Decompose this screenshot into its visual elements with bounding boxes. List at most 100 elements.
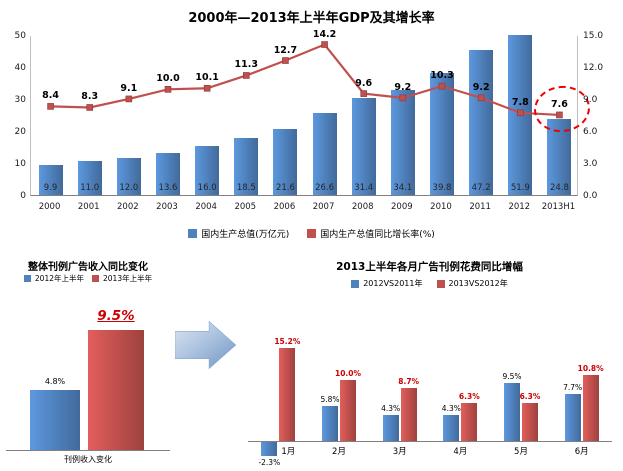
monthly-category-label: 2月	[332, 447, 346, 457]
gdp-bar-value: 21.6	[275, 183, 295, 193]
gdp-right-axis-tick: 6.0	[583, 126, 598, 137]
gdp-bar-value: 13.6	[158, 183, 178, 193]
monthly-bar-value: 7.7%	[563, 383, 583, 393]
gdp-x-axis-label: 2012	[508, 202, 531, 212]
monthly-bar-2012vs2011	[504, 383, 520, 441]
gdp-line-marker	[86, 104, 94, 111]
gdp-growth-value: 8.3	[81, 91, 99, 103]
gdp-bar: 34.1	[390, 90, 415, 195]
legend-swatch-red	[92, 275, 99, 282]
gdp-bar-value: 34.1	[393, 183, 413, 193]
monthly-bar-value: 9.5%	[502, 372, 522, 382]
monthly-category-label: 5月	[514, 447, 528, 457]
gdp-bar: 31.4	[351, 98, 376, 195]
monthly-legend: 2012VS2011年 2013VS2012年	[236, 278, 623, 289]
gdp-growth-value: 10.0	[156, 73, 180, 85]
monthly-bar-2012vs2011	[261, 442, 278, 457]
gdp-x-axis-label: 2009	[391, 202, 413, 212]
gdp-growth-polyline	[50, 43, 560, 117]
gdp-line-marker	[125, 95, 133, 103]
gdp-bar-value: 12.0	[119, 183, 139, 193]
gdp-right-axis-tick: 0.0	[583, 190, 598, 201]
revenue-plot-area: 4.8% 9.5%	[8, 291, 168, 451]
gdp-plot-area: 9.9 11.0 12.0 13.6 16.0 18.5 21.6 26.6 31.4 34.1 3…	[30, 29, 578, 196]
gdp-growth-value: 9.1	[120, 82, 138, 94]
revenue-bar-value-2013: 9.5%	[97, 308, 135, 325]
gdp-line-marker	[360, 90, 368, 97]
revenue-chart-title: 整体刊例广告收入同比变化	[28, 262, 148, 273]
right-arrow-shape	[174, 320, 237, 370]
revenue-legend-label-2012: 2012年上半年	[34, 274, 84, 283]
revenue-legend-item-2012: 2012年上半年	[23, 273, 84, 284]
monthly-bar-2013vs2012	[400, 387, 417, 441]
gdp-x-axis-label: 2013H1	[541, 202, 576, 212]
revenue-legend: 2012年上半年 2013年上半年	[2, 273, 174, 284]
gdp-right-axis-tick: 9.0	[583, 94, 598, 105]
gdp-right-axis-tick: 15.0	[583, 30, 604, 41]
gdp-growth-value: 7.8	[511, 96, 529, 108]
gdp-growth-value: 12.7	[273, 44, 298, 56]
gdp-chart: 2000年—2013年上半年GDP及其增长率 9.9 11.0 12.0 13.6 16…	[14, 11, 604, 240]
monthly-bar-value: 15.2%	[274, 337, 301, 347]
gdp-x-axis-label: 2006	[273, 202, 296, 212]
gdp-bar-value: 18.5	[236, 183, 256, 193]
monthly-category-label: 1月	[281, 447, 296, 457]
gdp-left-axis-tick: 40	[14, 62, 26, 73]
gdp-line-marker	[47, 103, 54, 110]
legend-swatch-red	[307, 229, 317, 238]
gdp-legend-item-line: 国内生产总值同比增长率(%)	[307, 227, 435, 240]
gdp-left-axis-tick: 30	[14, 94, 26, 105]
monthly-bar-2013vs2012	[522, 402, 538, 441]
gdp-right-axis-tick: 3.0	[583, 158, 598, 169]
gdp-x-axis-label: 2010	[430, 202, 452, 212]
monthly-legend-label-2013vs2012: 2013VS2012年	[448, 279, 508, 288]
gdp-bar: 39.8	[430, 72, 454, 195]
monthly-chart: 2013上半年各月广告刊例花费同比增幅 2012VS2011年 2013VS20…	[236, 257, 623, 471]
revenue-category-label: 刊例收入变化	[64, 455, 112, 464]
gdp-right-axis-tick: 12.0	[583, 62, 604, 73]
gdp-bar: 11.0	[77, 161, 102, 195]
gdp-growth-value: 9.6	[355, 77, 373, 89]
revenue-bar-2012	[30, 389, 80, 450]
gdp-x-axis-label: 2001	[77, 202, 100, 212]
gdp-bar-value: 24.8	[549, 183, 569, 193]
gdp-growth-value: 9.2	[394, 81, 412, 93]
gdp-legend-item-bars: 国内生产总值(万亿元)	[188, 227, 289, 240]
monthly-legend-item-2013vs2012: 2013VS2012年	[436, 278, 508, 289]
gdp-x-axis-label: 2007	[312, 202, 335, 212]
gdp-bar: 51.9	[508, 35, 533, 195]
gdp-line-marker	[399, 94, 407, 102]
monthly-category-label: 3月	[392, 447, 407, 457]
gdp-line-marker	[282, 57, 289, 64]
gdp-bar: 13.6	[156, 153, 180, 195]
monthly-bar-value: -2.3%	[258, 458, 281, 468]
gdp-bar-value: 11.0	[80, 183, 100, 193]
gdp-line-marker	[242, 72, 250, 79]
monthly-bar-value: 4.3%	[381, 403, 401, 413]
gdp-growth-value: 10.1	[195, 72, 219, 84]
gdp-growth-value: 7.6	[551, 98, 568, 110]
gdp-legend-label-line: 国内生产总值同比增长率(%)	[320, 230, 435, 240]
monthly-bar-2013vs2012	[279, 348, 296, 441]
revenue-bar-2013	[88, 330, 144, 450]
monthly-plot-area: 1月 -2.3% 15.2% 2月 5.8% 10.0% 3月 4.3% 8.7% 4月 4.3% 6…	[248, 303, 612, 469]
gdp-growth-value: 10.3	[430, 70, 454, 82]
transition-right-arrow-icon	[174, 317, 237, 373]
monthly-chart-title: 2013上半年各月广告刊例花费同比增幅	[336, 261, 523, 273]
gdp-bar-value: 39.8	[432, 183, 452, 193]
gdp-growth-value: 8.4	[42, 90, 59, 102]
gdp-left-axis-tick: 50	[14, 30, 26, 41]
gdp-growth-value: 11.3	[234, 59, 258, 71]
revenue-legend-item-2013: 2013年上半年	[92, 273, 152, 284]
monthly-bar-2012vs2011	[564, 394, 581, 441]
legend-swatch-red	[436, 279, 445, 288]
revenue-chart: 整体刊例广告收入同比变化 2012年上半年 2013年上半年 4.8% 9.5% …	[2, 257, 174, 471]
monthly-bar-2013vs2012	[461, 402, 478, 441]
gdp-line-marker	[164, 86, 172, 93]
gdp-line-marker	[203, 84, 211, 92]
monthly-bar-2012vs2011	[443, 414, 460, 441]
legend-swatch-blue	[188, 229, 198, 238]
gdp-bar-value: 26.6	[315, 183, 335, 193]
gdp-left-axis-tick: 0	[20, 190, 26, 201]
